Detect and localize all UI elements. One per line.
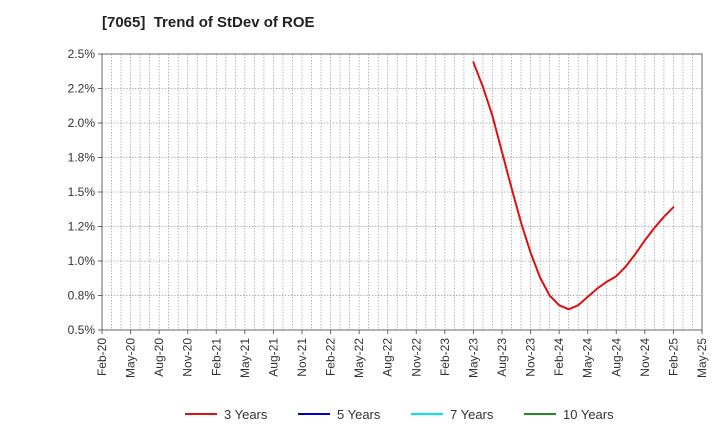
x-tick-label: Aug-20 xyxy=(152,338,166,377)
y-tick-label: 2.5% xyxy=(68,47,96,61)
x-tick-label: Feb-20 xyxy=(95,338,109,376)
legend-label: 7 Years xyxy=(450,407,494,422)
legend-label: 3 Years xyxy=(224,407,268,422)
legend-label: 5 Years xyxy=(337,407,381,422)
y-tick-label: 2.2% xyxy=(68,82,96,96)
x-tick-label: Aug-22 xyxy=(381,338,395,377)
x-tick-label: Feb-23 xyxy=(438,338,452,376)
x-tick-label: Feb-22 xyxy=(324,338,338,376)
y-tick-label: 1.8% xyxy=(68,151,96,165)
x-tick-label: Nov-23 xyxy=(524,338,538,377)
y-tick-label: 1.0% xyxy=(68,254,96,268)
x-tick-label: May-24 xyxy=(581,338,595,378)
y-tick-label: 1.5% xyxy=(68,185,96,199)
x-tick-label: Feb-24 xyxy=(552,338,566,376)
y-tick-label: 0.8% xyxy=(68,289,96,303)
chart-title: [7065] Trend of StDev of ROE xyxy=(102,14,315,31)
x-tick-label: Feb-21 xyxy=(209,338,223,376)
x-tick-label: Aug-21 xyxy=(266,338,280,377)
y-tick-label: 2.0% xyxy=(68,116,96,130)
x-tick-label: May-22 xyxy=(352,338,366,378)
x-tick-label: May-23 xyxy=(466,338,480,378)
x-tick-label: May-25 xyxy=(695,338,709,378)
x-tick-label: Aug-23 xyxy=(495,338,509,377)
x-tick-label: Nov-21 xyxy=(295,338,309,377)
x-tick-label: May-20 xyxy=(124,338,138,378)
x-tick-label: May-21 xyxy=(238,338,252,378)
series-line xyxy=(472,61,675,311)
y-tick-label: 1.2% xyxy=(68,220,96,234)
x-tick-label: Nov-20 xyxy=(181,338,195,377)
y-tick-label: 0.5% xyxy=(68,323,96,337)
x-tick-label: Nov-24 xyxy=(638,338,652,377)
x-tick-label: Nov-22 xyxy=(409,338,423,377)
x-tick-label: Aug-24 xyxy=(609,338,623,377)
x-tick-label: Feb-25 xyxy=(666,338,680,376)
legend-label: 10 Years xyxy=(563,407,614,422)
